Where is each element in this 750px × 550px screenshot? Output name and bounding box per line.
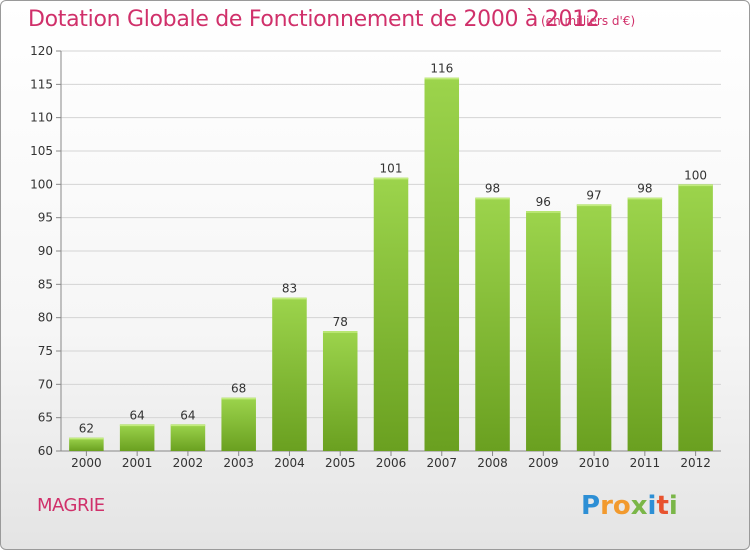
- y-tick-label: 105: [30, 144, 53, 158]
- bar: [170, 424, 206, 451]
- data-label: 101: [380, 162, 403, 176]
- y-tick-label: 60: [38, 444, 53, 458]
- data-labels: 62 64 64 68 83 78 101 116 98 96 97 98 100: [79, 62, 707, 436]
- bar: [373, 177, 409, 451]
- data-label: 62: [79, 422, 94, 436]
- data-label: 98: [637, 182, 652, 196]
- bar: [424, 77, 460, 452]
- chart-title: Dotation Globale de Fonctionnement de 20…: [28, 7, 600, 32]
- x-tick-label: 2010: [579, 456, 610, 470]
- data-label: 97: [586, 188, 601, 202]
- data-label: 116: [430, 62, 453, 76]
- data-label: 78: [333, 315, 348, 329]
- y-tick-label: 95: [38, 211, 53, 225]
- logo-letter: o: [612, 491, 631, 521]
- x-tick-label: 2009: [528, 456, 559, 470]
- data-label: 64: [180, 408, 195, 422]
- y-tick-label: 115: [30, 77, 53, 91]
- x-tick-label: 2012: [680, 456, 711, 470]
- y-tick-label: 90: [38, 244, 53, 258]
- bar: [526, 211, 561, 451]
- bar: [221, 397, 256, 451]
- x-tick-label: 2000: [71, 456, 102, 470]
- commune-name: MAGRIE: [37, 495, 105, 516]
- logo-letter: i: [647, 491, 657, 521]
- x-tick-label: 2004: [274, 456, 305, 470]
- y-tick-label: 75: [38, 344, 53, 358]
- logo-letter: x: [630, 491, 648, 521]
- bar: [272, 297, 307, 451]
- data-label: 98: [485, 182, 500, 196]
- y-tick-label: 100: [30, 177, 53, 191]
- logo-letter: P: [581, 491, 601, 521]
- logo-letter: t: [656, 491, 669, 521]
- data-label: 83: [282, 282, 297, 296]
- y-tick-label: 120: [30, 44, 53, 58]
- y-tick-label: 80: [38, 311, 53, 325]
- x-tick-label: 2006: [376, 456, 407, 470]
- y-tick-label: 65: [38, 411, 53, 425]
- data-label: 68: [231, 382, 246, 396]
- bar: [119, 424, 155, 451]
- x-tick-label: 2005: [325, 456, 356, 470]
- logo-letter: i: [668, 491, 678, 521]
- bar: [475, 197, 510, 451]
- proxiti-logo: Proxiti: [581, 491, 678, 521]
- x-tick-label: 2003: [223, 456, 254, 470]
- bar: [678, 184, 713, 452]
- x-tick-label: 2002: [173, 456, 204, 470]
- chart-subtitle: (en milliers d'€): [541, 14, 636, 28]
- x-tick-label: 2011: [630, 456, 661, 470]
- y-tick-labels: 60 65 70 75 80 85 90 95 100 105 110 115 120: [30, 44, 53, 458]
- x-tick-label: 2008: [477, 456, 508, 470]
- x-tick-labels: 2000 2001 2002 2003 2004 2005 2006 2007 2008 2009…: [71, 456, 711, 470]
- y-tick-label: 85: [38, 277, 53, 291]
- logo-letter: r: [600, 491, 613, 521]
- data-label: 96: [536, 195, 551, 209]
- y-tick-label: 70: [38, 377, 53, 391]
- bars: [69, 77, 713, 452]
- bar: [627, 197, 663, 451]
- x-tick-label: 2007: [426, 456, 457, 470]
- data-label: 100: [684, 168, 707, 182]
- y-tick-label: 110: [30, 111, 53, 125]
- bar: [322, 331, 358, 451]
- data-label: 64: [130, 408, 145, 422]
- bar: [69, 437, 104, 451]
- x-tick-label: 2001: [122, 456, 153, 470]
- bar: [576, 204, 612, 451]
